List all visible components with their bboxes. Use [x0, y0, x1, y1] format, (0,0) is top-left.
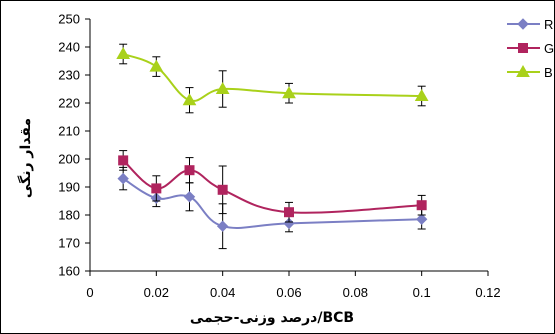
axes: 160 170 180 190 200 210 220 230 240 250 0 0.02 0.04 0… [58, 12, 500, 301]
y-tick-label: 190 [58, 180, 80, 195]
x-tick-label: 0.1 [413, 285, 431, 300]
y-tick-label: 200 [58, 152, 80, 167]
data-point [216, 220, 229, 232]
data-point [217, 184, 228, 195]
legend-swatch-marker [516, 64, 530, 77]
y-tick-label: 220 [58, 96, 80, 111]
data-point [284, 207, 294, 218]
series-layer [116, 43, 429, 250]
y-tick-label: 180 [58, 208, 80, 223]
x-tick-label: 0.02 [144, 285, 169, 300]
y-tick-label: 230 [58, 68, 80, 83]
y-tick-label: 250 [58, 12, 80, 27]
legend-item-r: R [507, 17, 553, 32]
data-point [118, 155, 129, 166]
y-tick-label: 170 [58, 236, 80, 251]
data-point [183, 191, 196, 203]
x-tick-label: 0.08 [343, 285, 368, 300]
legend-item-g: G [507, 41, 554, 56]
data-point [116, 46, 131, 59]
legend-item-b: B [507, 64, 553, 80]
x-tick-label: 0.12 [475, 285, 500, 300]
series-g [118, 150, 427, 223]
data-point [282, 86, 296, 99]
y-tick-label: 240 [58, 40, 80, 55]
series-b [116, 43, 429, 114]
data-point [416, 200, 427, 211]
legend: RGB [507, 17, 554, 80]
x-tick-label: 0.06 [276, 285, 301, 300]
data-point [182, 93, 197, 106]
data-point [415, 213, 428, 225]
y-axis-title: مقدار رنگی [17, 118, 34, 198]
series-line-r [122, 177, 422, 229]
data-point [149, 59, 164, 72]
legend-label: R [544, 17, 553, 32]
legend-swatch-marker [517, 18, 529, 30]
data-point [414, 88, 429, 101]
series-line-g [122, 159, 422, 214]
y-tick-label: 160 [58, 264, 80, 279]
data-point [151, 183, 162, 194]
data-point [117, 172, 129, 185]
data-point [184, 165, 195, 176]
legend-label: G [544, 41, 554, 56]
series-line-b [122, 53, 422, 102]
x-tick-label: 0.04 [210, 285, 235, 300]
legend-swatch-marker [518, 43, 528, 53]
data-point [215, 81, 230, 94]
legend-label: B [544, 65, 553, 80]
x-tick-label: 0 [86, 285, 93, 300]
x-axis-title: درصد وزنی-حجمی/BCB [190, 310, 354, 326]
y-tick-label: 210 [58, 124, 80, 139]
